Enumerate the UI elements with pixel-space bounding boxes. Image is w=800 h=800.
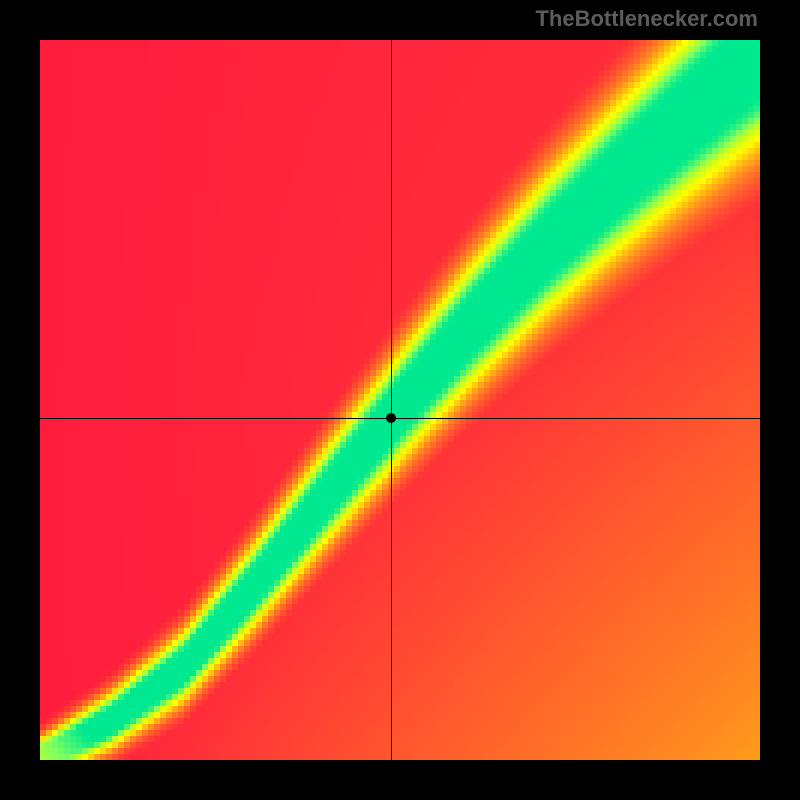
crosshair-vertical <box>391 40 392 760</box>
chart-container: TheBottlenecker.com <box>0 0 800 800</box>
bottleneck-heatmap <box>40 40 760 760</box>
crosshair-horizontal <box>40 418 760 419</box>
watermark-text: TheBottlenecker.com <box>535 6 758 32</box>
